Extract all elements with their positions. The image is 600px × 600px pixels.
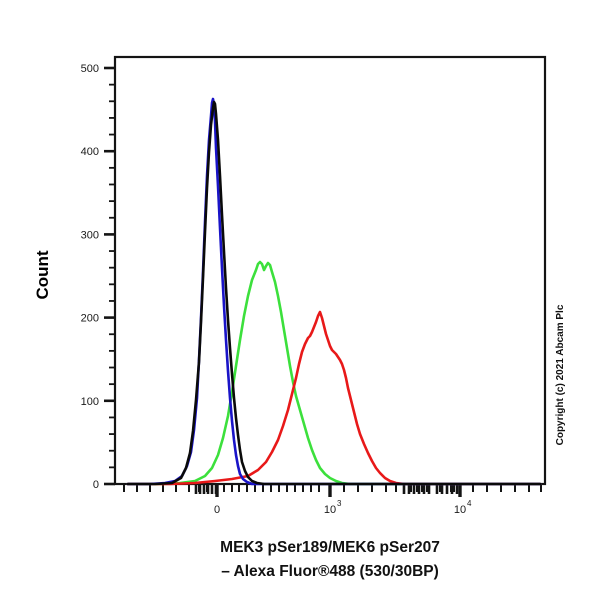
y-axis: 0 100 200 300 400 500 xyxy=(81,63,115,491)
svg-text:3: 3 xyxy=(337,499,342,508)
histogram-trace xyxy=(126,100,542,486)
plot-frame xyxy=(113,55,547,486)
svg-text:4: 4 xyxy=(467,499,472,508)
y-tick-label: 300 xyxy=(81,229,99,241)
histogram-trace xyxy=(126,260,542,486)
x-axis xyxy=(123,484,542,497)
y-tick-label: 500 xyxy=(81,63,99,75)
svg-text:10: 10 xyxy=(454,504,466,516)
copyright-notice: Copyright (c) 2021 Abcam Plc xyxy=(555,304,566,445)
histogram-curves xyxy=(126,97,542,486)
y-tick-label: 400 xyxy=(81,146,99,158)
y-axis-title: Count xyxy=(33,250,52,299)
x-tick-label: 0 xyxy=(214,504,220,516)
caption-line-1: MEK3 pSer189/MEK6 pSer207 xyxy=(220,539,440,556)
x-tick-label: 103 xyxy=(324,499,342,516)
y-tick-label: 100 xyxy=(81,396,99,408)
histogram-trace xyxy=(126,310,542,486)
y-tick-label: 200 xyxy=(81,313,99,325)
svg-text:0: 0 xyxy=(214,504,220,516)
caption-line-2: – Alexa Fluor®488 (530/30BP) xyxy=(221,563,439,580)
svg-text:10: 10 xyxy=(324,504,336,516)
y-tick-label: 0 xyxy=(93,479,99,491)
x-tick-label: 104 xyxy=(454,499,472,516)
